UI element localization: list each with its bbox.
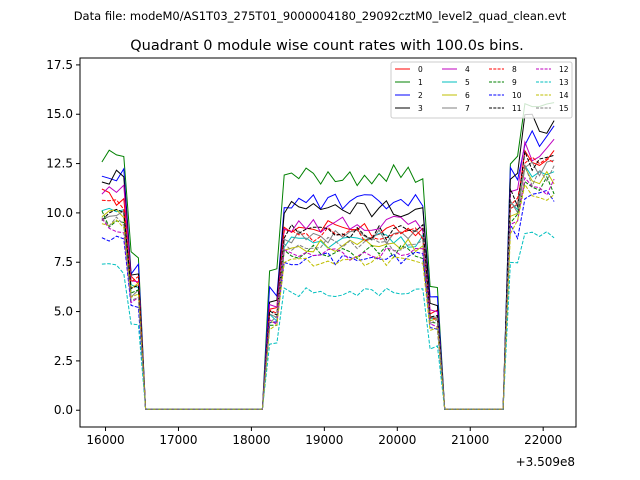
legend-box bbox=[390, 61, 573, 119]
y-tick-label: 2.5 bbox=[54, 354, 73, 368]
series-line-11 bbox=[101, 151, 555, 410]
legend-label-6: 6 bbox=[465, 91, 470, 100]
legend-label-5: 5 bbox=[465, 78, 470, 87]
x-tick-label: 21000 bbox=[451, 433, 489, 447]
y-tick-label: 7.5 bbox=[54, 255, 73, 269]
x-tick-label: 22000 bbox=[524, 433, 562, 447]
legend-label-3: 3 bbox=[418, 104, 423, 113]
legend-label-10: 10 bbox=[512, 91, 522, 100]
legend-label-13: 13 bbox=[559, 78, 569, 87]
legend-label-9: 9 bbox=[512, 78, 517, 87]
legend-label-0: 0 bbox=[418, 65, 423, 74]
y-tick-label: 0.0 bbox=[54, 403, 73, 417]
x-tick-label: 18000 bbox=[232, 433, 270, 447]
legend-label-15: 15 bbox=[559, 104, 569, 113]
series-line-14 bbox=[101, 183, 555, 410]
series-line-15 bbox=[101, 163, 555, 410]
legend-label-7: 7 bbox=[465, 104, 470, 113]
series-line-12 bbox=[101, 176, 555, 410]
y-axis: 0.0 2.5 5.0 7.5 10.0 12.5 15.0 17.5 bbox=[46, 58, 80, 417]
series-line-5 bbox=[101, 164, 555, 410]
series-line-3 bbox=[101, 113, 555, 410]
legend-label-14: 14 bbox=[559, 91, 569, 100]
legend-label-1: 1 bbox=[418, 78, 423, 87]
series-line-4 bbox=[101, 138, 555, 410]
series-line-6 bbox=[101, 165, 555, 410]
y-tick-label: 17.5 bbox=[46, 58, 73, 72]
x-tick-label: 17000 bbox=[159, 433, 197, 447]
series-line-0 bbox=[101, 149, 555, 410]
series-line-13 bbox=[101, 231, 555, 410]
series-line-10 bbox=[101, 189, 555, 410]
x-axis: 16000 17000 18000 19000 20000 21000 22000 bbox=[86, 427, 562, 447]
plot-area bbox=[79, 57, 577, 428]
series-line-8 bbox=[101, 156, 555, 410]
legend-label-12: 12 bbox=[559, 65, 569, 74]
series-line-9 bbox=[101, 175, 555, 410]
chart-suptitle: Data file: modeM0/AS1T03_275T01_90000041… bbox=[74, 9, 567, 23]
x-offset-label: +3.509e8 bbox=[516, 455, 575, 469]
legend-label-2: 2 bbox=[418, 91, 423, 100]
series-line-2 bbox=[101, 125, 555, 410]
x-tick-label: 16000 bbox=[86, 433, 124, 447]
x-tick-label: 19000 bbox=[305, 433, 343, 447]
y-tick-label: 10.0 bbox=[46, 206, 73, 220]
legend-label-11: 11 bbox=[512, 104, 522, 113]
legend-label-4: 4 bbox=[465, 65, 470, 74]
chart-title: Quadrant 0 module wise count rates with … bbox=[130, 38, 524, 54]
y-tick-label: 12.5 bbox=[46, 157, 73, 171]
y-tick-label: 5.0 bbox=[54, 305, 73, 319]
legend-label-8: 8 bbox=[512, 65, 517, 74]
y-tick-label: 15.0 bbox=[46, 107, 73, 121]
x-tick-label: 20000 bbox=[378, 433, 416, 447]
series-layer bbox=[101, 102, 555, 410]
